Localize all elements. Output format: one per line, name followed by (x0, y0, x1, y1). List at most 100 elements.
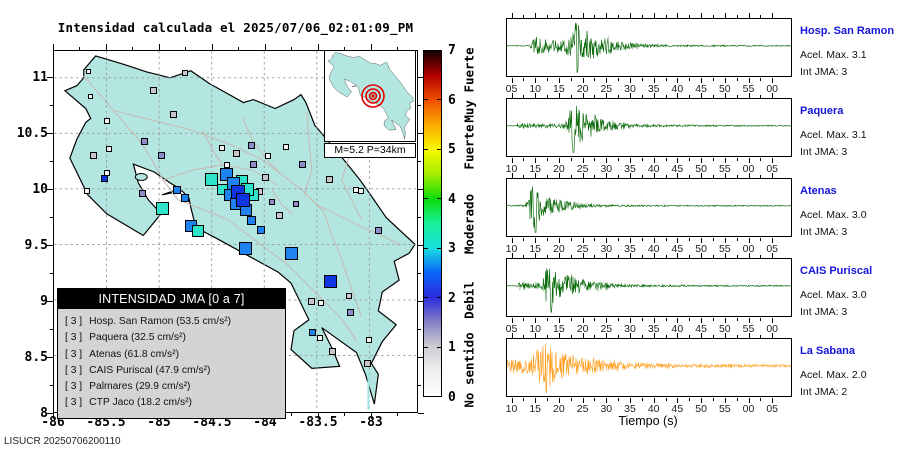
seismo-tick (712, 238, 714, 241)
seismo-tick (606, 398, 608, 403)
seismo-tick-label: 50 (718, 83, 731, 95)
seismo-tick (523, 255, 525, 258)
seismo-tick (760, 335, 762, 338)
intensity-square (141, 137, 149, 145)
axis-tick (344, 47, 345, 50)
seismo-tick (511, 333, 513, 338)
seismo-tick (523, 398, 525, 401)
intensity-square (375, 227, 383, 235)
seismo-tick (748, 253, 750, 258)
seismo-tick (701, 318, 703, 323)
seismo-tick-label: 05 (766, 243, 779, 255)
seismo-tick (523, 95, 525, 98)
axis-tick (418, 272, 421, 274)
colorbar-tick (424, 346, 428, 348)
seismo-tick-label: 05 (766, 403, 779, 415)
seismo-tick (653, 398, 655, 403)
legend-int-value: [ 3 ] (65, 381, 83, 393)
seismo-tick (558, 333, 560, 338)
seismo-tick (594, 78, 596, 81)
seismo-tick (772, 398, 774, 403)
seismo-tick-label: 10 (505, 163, 518, 175)
station-int-jma: Int JMA: 3 (800, 66, 848, 78)
seismo-tick (736, 175, 738, 178)
seismo-tick (558, 238, 560, 243)
seismo-tick-label: 50 (695, 403, 707, 415)
axis-tick (418, 104, 421, 106)
seismo-tick (724, 318, 726, 323)
seismo-tick (606, 13, 608, 18)
seismo-tick (736, 78, 738, 81)
seismo-tick-label: 35 (624, 163, 636, 175)
seismogram-panel-atenas (506, 178, 792, 237)
seismo-tick (653, 158, 655, 163)
intensity-colorbar (423, 50, 442, 397)
legend-int-value: [ 3 ] (65, 397, 83, 409)
seismo-tick (689, 78, 691, 81)
seismo-tick (653, 93, 655, 98)
axis-tick (47, 356, 53, 358)
seismo-tick (677, 93, 679, 98)
seismo-tick (535, 253, 537, 258)
seismo-tick-label: 35 (624, 243, 636, 255)
intensity-square (169, 110, 177, 118)
axis-tick (79, 47, 80, 50)
seismo-tick (653, 253, 655, 258)
seismo-tick (547, 318, 549, 321)
intensity-square (268, 198, 275, 205)
colorbar-category-label: Muy Fuerte (461, 47, 477, 123)
intensity-square (346, 292, 353, 299)
seismo-tick (641, 95, 643, 98)
seismo-tick (582, 253, 584, 258)
y-axis-tick-label: 8 (40, 406, 48, 421)
seismo-tick (689, 158, 691, 161)
seismo-tick (535, 173, 537, 178)
seismo-tick (724, 398, 726, 403)
legend-row: [ 3 ] Atenas (61.8 cm/s²) (65, 347, 278, 363)
seismo-tick (677, 13, 679, 18)
seismo-tick (760, 95, 762, 98)
seismo-tick (689, 175, 691, 178)
seismo-tick (701, 78, 703, 83)
legend-int-value: [ 3 ] (65, 348, 83, 360)
intensity-square (191, 224, 204, 237)
seismo-tick-label: 25 (576, 163, 589, 175)
seismo-tick (677, 253, 679, 258)
seismo-tick-label: 15 (529, 163, 542, 175)
legend-station-text: Atenas (61.8 cm/s²) (89, 348, 180, 360)
axis-tick (418, 188, 424, 190)
intensity-square (233, 150, 241, 158)
seismo-tick-label: 40 (671, 323, 684, 335)
seismo-tick (748, 13, 750, 18)
seismo-tick (570, 398, 572, 401)
seismo-tick (535, 158, 537, 163)
seismo-tick (724, 158, 726, 163)
seismo-tick-label: 00 (742, 163, 755, 175)
seismo-tick (677, 238, 679, 243)
intensity-square (181, 194, 189, 203)
seismo-tick (641, 398, 643, 401)
seismo-tick (665, 15, 667, 18)
seismo-tick (712, 175, 714, 178)
seismo-tick (606, 158, 608, 163)
colorbar-number: 3 (448, 241, 456, 257)
time-axis-label: Tiempo (s) (618, 414, 678, 428)
colorbar-category-label: Debil (461, 281, 477, 320)
seismo-tick-label: 00 (766, 83, 779, 95)
seismo-tick (701, 93, 703, 98)
seismo-tick-label: 15 (553, 323, 565, 335)
seismo-tick (535, 333, 537, 338)
intensity-square (182, 70, 188, 77)
seismo-tick (582, 173, 584, 178)
seismo-tick (724, 13, 726, 18)
axis-tick (291, 413, 292, 416)
seismo-tick (582, 333, 584, 338)
seismo-tick (665, 255, 667, 258)
seismo-tick (606, 173, 608, 178)
seismo-tick (653, 238, 655, 243)
seismo-tick (535, 93, 537, 98)
station-int-jma: Int JMA: 3 (800, 146, 848, 158)
y-axis-tick-label: 8.5 (24, 350, 48, 365)
intensity-square (293, 201, 300, 208)
seismo-tick (653, 318, 655, 323)
